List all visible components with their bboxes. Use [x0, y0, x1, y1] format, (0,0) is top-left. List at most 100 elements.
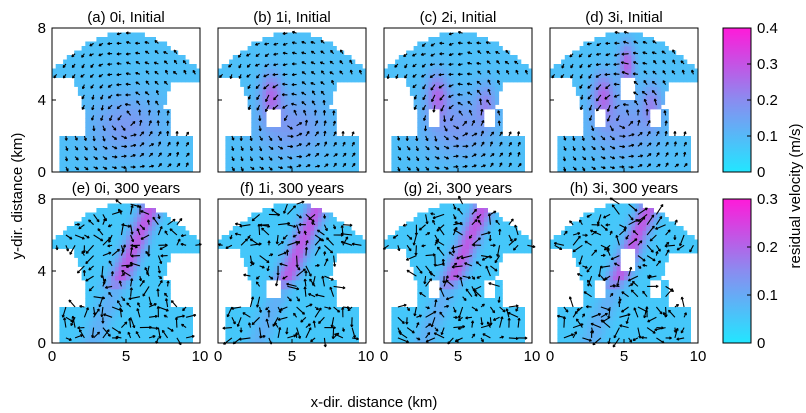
field-cell	[432, 136, 437, 141]
field-cell	[148, 113, 153, 119]
field-cell	[332, 167, 337, 173]
field-cell	[668, 64, 673, 69]
field-cell	[306, 37, 311, 42]
field-cell	[277, 167, 282, 173]
field-cell	[303, 32, 308, 38]
field-cell	[329, 77, 334, 83]
field-cell	[114, 136, 119, 141]
field-cell	[129, 86, 134, 92]
field-cell	[122, 95, 127, 101]
field-cell	[450, 32, 455, 38]
field-cell	[251, 86, 256, 92]
field-cell	[583, 86, 588, 92]
field-cell	[458, 127, 463, 132]
field-cell	[472, 86, 477, 92]
field-cell	[262, 149, 267, 155]
field-cell	[114, 68, 119, 74]
field-cell	[668, 140, 673, 146]
field-cell	[96, 95, 101, 101]
velocity-arrow-head	[415, 148, 419, 152]
field-cell	[258, 104, 263, 110]
field-cell	[107, 122, 112, 128]
field-cell	[428, 41, 433, 47]
field-cell	[579, 145, 584, 150]
velocity-arrow-head	[397, 148, 401, 151]
field-cell	[458, 64, 463, 69]
velocity-arrow-head	[412, 64, 415, 67]
field-cell	[679, 167, 684, 173]
field-cell	[236, 136, 241, 141]
field-cell	[269, 50, 274, 56]
field-cell	[683, 158, 688, 164]
field-cell	[513, 77, 518, 83]
field-cell	[653, 145, 658, 150]
field-cell	[310, 145, 315, 150]
field-cell	[598, 131, 603, 137]
field-cell	[509, 68, 514, 74]
field-cell	[627, 136, 632, 141]
velocity-arrow	[265, 94, 270, 102]
field-cell	[564, 163, 569, 168]
field-cell	[277, 82, 282, 87]
field-cell	[144, 145, 149, 150]
field-cell	[111, 55, 116, 60]
field-cell	[469, 32, 474, 38]
field-cell	[612, 149, 617, 155]
velocity-arrow-head	[487, 79, 491, 82]
field-cell	[55, 73, 60, 78]
field-cell	[122, 64, 127, 69]
field-cell	[277, 64, 282, 69]
field-cell	[421, 158, 426, 164]
field-cell	[612, 41, 617, 47]
field-cell	[675, 145, 680, 150]
field-cell	[446, 50, 451, 56]
field-cell	[638, 149, 643, 155]
field-cell	[612, 167, 617, 173]
field-cell	[616, 91, 621, 96]
field-cell	[354, 167, 359, 173]
velocity-arrow-head	[133, 121, 136, 125]
field-cell	[81, 46, 86, 51]
field-cell	[81, 140, 86, 146]
field-cell	[59, 149, 64, 155]
field-cell	[340, 154, 345, 159]
velocity-arrow-head	[125, 72, 129, 74]
velocity-arrow-head	[439, 97, 441, 101]
field-cell	[77, 55, 82, 60]
field-cell	[439, 37, 444, 42]
field-cell	[635, 32, 640, 38]
field-cell	[317, 158, 322, 164]
field-cell	[417, 100, 422, 105]
field-cell	[472, 77, 477, 83]
field-cell	[288, 50, 293, 56]
field-cell	[605, 149, 610, 155]
field-cell	[243, 163, 248, 168]
field-cell	[642, 154, 647, 159]
field-cell	[288, 163, 293, 168]
field-cell	[284, 136, 289, 141]
field-cell	[77, 59, 82, 65]
velocity-arrow-head	[154, 80, 158, 83]
field-cell	[642, 41, 647, 47]
field-cell	[63, 149, 68, 155]
field-cell	[649, 73, 654, 78]
field-cell	[480, 136, 485, 141]
field-cell	[480, 149, 485, 155]
field-cell	[273, 86, 278, 92]
field-cell	[653, 131, 658, 137]
field-cell	[269, 95, 274, 101]
velocity-arrow-head	[269, 138, 273, 142]
field-cell	[317, 145, 322, 150]
field-cell	[446, 73, 451, 78]
field-cell	[683, 136, 688, 141]
field-cell	[664, 131, 669, 137]
field-cell	[96, 149, 101, 155]
field-cell	[417, 145, 422, 150]
field-cell	[292, 118, 297, 123]
field-cell	[288, 167, 293, 173]
field-cell	[314, 140, 319, 146]
field-cell	[672, 77, 677, 83]
field-cell	[672, 55, 677, 60]
field-cell	[564, 140, 569, 146]
field-cell	[424, 100, 429, 105]
